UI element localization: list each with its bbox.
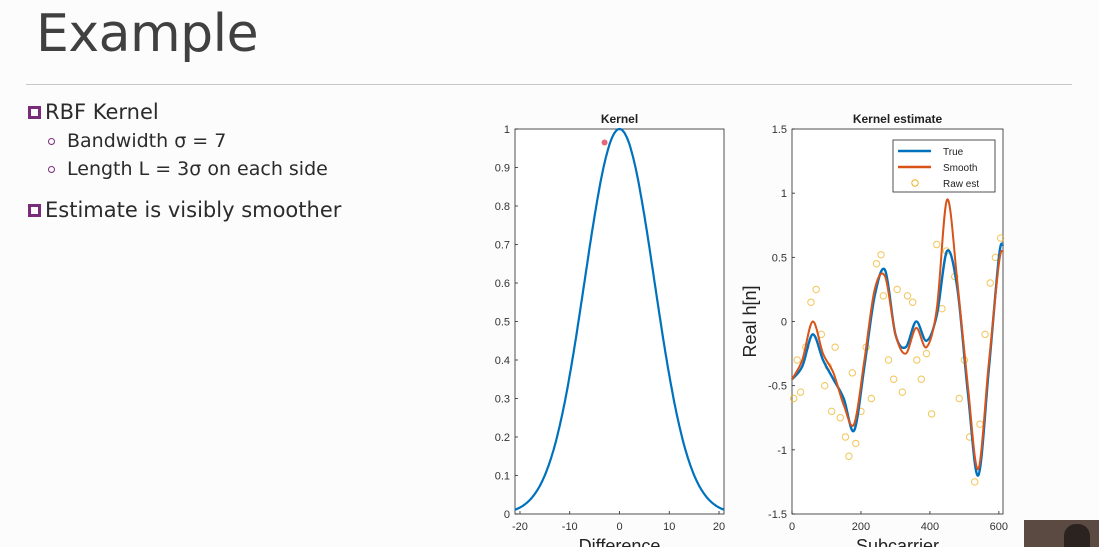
raw-estimate-point <box>955 394 963 403</box>
sub-bullet-circle-icon <box>48 165 55 173</box>
estimate-ytick-label: 1.5 <box>772 124 787 136</box>
bullet-square-icon <box>28 203 41 217</box>
sub-bullet-bandwidth: Bandwidth σ = 7 <box>48 130 341 152</box>
estimate-xtick-label: 200 <box>852 521 870 533</box>
sub-bullet-bandwidth-text: Bandwidth σ = 7 <box>67 130 227 152</box>
bullet-rbf-text: RBF Kernel <box>45 100 159 124</box>
webcam-thumbnail <box>1024 520 1099 547</box>
raw-estimate-point <box>796 388 805 396</box>
webcam-person <box>1064 524 1090 547</box>
raw-estimate-point <box>986 279 994 287</box>
legend-swatch-raw-est <box>911 179 919 187</box>
kernel-xtick-label: 10 <box>663 521 675 533</box>
raw-estimate-point <box>845 452 853 460</box>
kernel-xtick-label: 20 <box>713 521 725 533</box>
title-divider <box>26 84 1072 85</box>
kernel-ytick-label: 0.6 <box>495 278 510 290</box>
kernel-ytick-label: 0.2 <box>495 432 510 444</box>
kernel-ytick-label: 0.8 <box>495 201 510 213</box>
raw-estimate-point <box>917 375 925 383</box>
estimate-xtick-label: 600 <box>990 521 1008 533</box>
raw-estimate-point <box>812 285 820 294</box>
kernel-ytick-label: 0.9 <box>495 163 510 175</box>
raw-estimate-point <box>793 356 801 364</box>
kernel-xlabel: Difference <box>579 536 661 547</box>
bullet-list: RBF Kernel Bandwidth σ = 7 Length L = 3σ… <box>28 100 341 228</box>
bullet-smoother: Estimate is visibly smoother <box>28 198 341 222</box>
estimate-xtick-label: 0 <box>789 521 795 533</box>
kernel-ytick-label: 0.7 <box>495 240 510 252</box>
estimate-ytick-label: -1 <box>777 445 787 457</box>
cursor-marker <box>601 139 608 146</box>
raw-estimate-point <box>903 292 912 300</box>
kernel-plot-area <box>514 128 725 515</box>
kernel-chart-title: Kernel <box>601 112 638 126</box>
sub-bullet-length-text: Length L = 3σ on each side <box>67 158 328 180</box>
raw-estimate-point <box>996 234 1005 242</box>
raw-estimate-point <box>893 285 901 294</box>
estimate-plot-area <box>791 128 1004 515</box>
raw-estimate-point <box>884 356 893 364</box>
raw-estimate-point <box>981 330 989 339</box>
raw-estimate-point <box>879 292 888 300</box>
kernel-xtick-label: 0 <box>616 521 622 533</box>
legend-label-true: True <box>943 147 964 158</box>
raw-estimate-point <box>827 407 836 416</box>
raw-estimate-point <box>913 356 921 364</box>
raw-estimate-point <box>807 298 815 306</box>
estimate-ytick-label: -1.5 <box>768 509 787 521</box>
legend-label-raw-est: Raw est <box>943 179 979 190</box>
raw-estimate-point <box>867 394 875 403</box>
estimate-ytick-label: 1 <box>781 188 787 200</box>
true-series-line <box>791 242 1005 477</box>
raw-estimate-point <box>841 433 850 441</box>
raw-estimate-point <box>922 349 931 358</box>
kernel-ytick-label: 0.3 <box>495 394 510 406</box>
raw-estimate-point <box>848 369 857 377</box>
raw-estimate-point <box>852 439 860 448</box>
estimate-ylabel: Real h[n] <box>740 285 760 357</box>
kernel-ytick-label: 0 <box>504 509 510 521</box>
raw-estimate-point <box>898 388 907 396</box>
estimate-ytick-label: 0.5 <box>772 252 787 264</box>
estimate-ytick-label: 0 <box>781 317 787 329</box>
kernel-ytick-label: 0.4 <box>495 355 510 367</box>
slide-title: Example <box>36 4 259 64</box>
raw-estimate-point <box>927 410 936 418</box>
raw-estimate-point <box>831 343 839 351</box>
raw-estimate-point <box>933 240 941 249</box>
smooth-series-line <box>791 198 1004 471</box>
raw-estimate-point <box>908 298 917 306</box>
raw-estimate-point <box>790 394 798 403</box>
kernel-ytick-label: 0.5 <box>495 317 510 329</box>
raw-estimate-point <box>872 260 881 268</box>
estimate-ytick-label: -0.5 <box>768 381 787 393</box>
bullet-square-icon <box>28 105 41 119</box>
raw-estimate-point <box>877 251 885 259</box>
kernel-ytick-label: 1 <box>504 124 510 136</box>
sub-bullet-circle-icon <box>48 137 55 145</box>
kernel-xtick-label: -10 <box>562 521 578 533</box>
kernel-xtick-label: -20 <box>512 521 528 533</box>
kernel-ytick-label: 0.1 <box>495 471 510 483</box>
bullet-smoother-text: Estimate is visibly smoother <box>45 198 342 222</box>
sub-bullet-length: Length L = 3σ on each side <box>48 158 341 180</box>
estimate-chart-title: Kernel estimate <box>853 112 943 126</box>
legend-label-smooth: Smooth <box>943 163 977 174</box>
raw-estimate-point <box>890 375 898 383</box>
raw-estimate-point <box>836 414 844 422</box>
raw-estimate-point <box>971 478 979 486</box>
bullet-rbf: RBF Kernel <box>28 100 341 124</box>
estimate-xtick-label: 400 <box>921 521 939 533</box>
kernel-curve <box>514 127 725 511</box>
raw-estimate-point <box>821 381 829 390</box>
estimate-xlabel: Subcarrier <box>856 536 939 547</box>
